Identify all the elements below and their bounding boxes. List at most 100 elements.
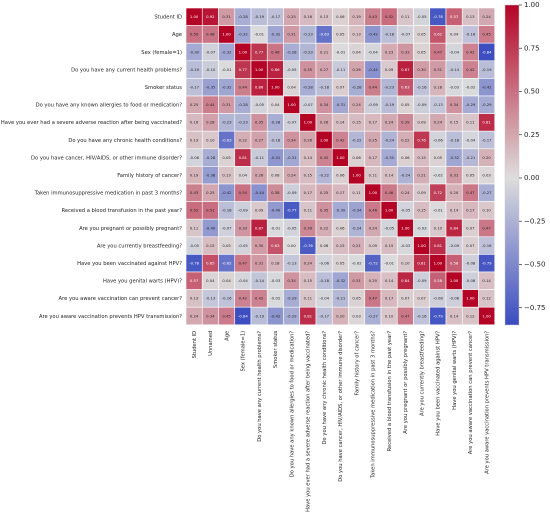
cell-value-label: 0.11 (466, 120, 475, 125)
cell-value-label: 0.45 (222, 313, 231, 318)
cell-value-label: 0.15 (417, 208, 426, 213)
cell-value-label: -0.02 (270, 296, 280, 301)
cell-value-label: 0.42 (466, 49, 475, 54)
cell-value-label: 0.81 (417, 261, 426, 266)
cell-value-label: -0.09 (287, 190, 297, 195)
cell-value-label: -0.42 (368, 32, 378, 37)
cell-value-label: -0.16 (482, 243, 492, 248)
cell-value-label: 0.13 (320, 14, 329, 19)
cell-value-label: -0.19 (384, 102, 394, 107)
cell-value-label: 0.23 (385, 49, 394, 54)
cell-value-label: -0.13 (433, 102, 443, 107)
cell-value-label: -0.32 (335, 278, 345, 283)
cell-value-label: 1.00 (271, 85, 280, 90)
cell-value-label: 0.13 (190, 296, 199, 301)
cell-value-label: 0.06 (336, 225, 345, 230)
cell-value-label: 0.86 (271, 67, 280, 72)
column-tick-label: Do you have cancer, HIV/AIDS, or other i… (338, 331, 344, 482)
cell-value-label: 0.31 (255, 261, 264, 266)
cell-value-label: -0.04 (368, 49, 378, 54)
cell-value-label: 0.31 (434, 67, 443, 72)
colorbar-tick-label: −0.50 (524, 261, 545, 269)
cell-value-label: -0.03 (270, 278, 280, 283)
row-tick-label: Received a blood transfusion in the past… (61, 208, 182, 214)
cell-value-label: 0.17 (304, 190, 313, 195)
column-tick-label: Do you have any known allergies to food … (289, 331, 295, 478)
cell-value-label: -0.02 (465, 85, 475, 90)
cell-value-label: 0.16 (190, 120, 199, 125)
cell-value-label: 0.03 (482, 173, 491, 178)
cell-value-label: 0.24 (385, 120, 394, 125)
cell-value-label: 0.15 (336, 243, 345, 248)
colorbar-tick-label: 0.25 (524, 131, 540, 139)
cell-value-label: -0.31 (335, 102, 345, 107)
cell-value-label: 0.22 (401, 137, 410, 142)
cell-value-label: 0.05 (222, 243, 231, 248)
cell-value-label: 0.11 (304, 296, 313, 301)
heatmap-cell-labels: 1.00 0.92 0.31 -0.28 -0.19 -0.17 0.25 0.16 0.13 0… (189, 14, 492, 318)
cell-value-label: -0.27 (482, 190, 492, 195)
cell-value-label: -0.04 (238, 278, 248, 283)
row-tick-label: Have you ever had a severe adverse react… (1, 120, 182, 126)
cell-value-label: -0.23 (303, 32, 313, 37)
cell-value-label: 0.17 (369, 120, 378, 125)
cell-value-label: 0.11 (369, 173, 378, 178)
cell-value-label: -0.07 (287, 120, 297, 125)
cell-value-label: 0.25 (320, 190, 329, 195)
cell-value-label: 0.57 (190, 278, 199, 283)
cell-value-label: -0.32 (270, 32, 280, 37)
cell-value-label: -0.63 (319, 32, 329, 37)
cell-value-label: -0.62 (222, 261, 232, 266)
cell-value-label: -0.29 (482, 102, 492, 107)
cell-value-label: -0.28 (238, 14, 248, 19)
cell-value-label: 0.04 (352, 49, 361, 54)
cell-value-label: 0.10 (434, 225, 443, 230)
cell-value-label: 0.47 (239, 261, 248, 266)
cell-value-label: -0.17 (482, 137, 492, 142)
cell-value-label: 0.27 (320, 67, 329, 72)
cell-value-label: -0.84 (482, 49, 492, 54)
cell-value-label: 0.21 (352, 243, 361, 248)
cell-value-label: -0.05 (254, 102, 264, 107)
cell-value-label: 0.00 (287, 243, 296, 248)
cell-value-label: -0.01 (433, 208, 443, 213)
cell-value-label: 0.15 (417, 155, 426, 160)
cell-value-label: 0.17 (466, 208, 475, 213)
cell-value-label: 0.42 (320, 155, 329, 160)
cell-value-label: 0.19 (190, 173, 199, 178)
cell-value-label: 0.35 (320, 208, 329, 213)
cell-value-label: 0.72 (434, 190, 443, 195)
cell-value-label: 0.21 (417, 173, 426, 178)
cell-value-label: 0.11 (190, 225, 199, 230)
cell-value-label: 1.00 (222, 32, 231, 37)
cell-value-label: -0.05 (189, 243, 199, 248)
row-tick-label: Have you genital warts (HPV)? (103, 279, 182, 285)
cell-value-label: 0.63 (401, 85, 410, 90)
cell-value-label: 0.47 (401, 313, 410, 318)
column-tick-label: Taken immunosuppressive medication in pa… (371, 331, 377, 480)
row-tick-label: Smoker status (145, 85, 183, 91)
cell-value-label: 0.07 (401, 296, 410, 301)
cell-value-label: 0.04 (239, 173, 248, 178)
cell-value-label: -0.10 (205, 67, 215, 72)
cell-value-label: 0.20 (369, 278, 378, 283)
cell-value-label: 1.00 (369, 190, 378, 195)
cell-value-label: 1.00 (417, 243, 426, 248)
cell-value-label: -0.09 (449, 243, 459, 248)
cell-value-label: 0.19 (352, 14, 361, 19)
cell-value-label: -0.11 (335, 67, 345, 72)
cell-value-label: 0.34 (287, 137, 296, 142)
cell-value-label: 0.24 (304, 261, 313, 266)
cell-value-label: 0.35 (304, 67, 313, 72)
cell-value-label: 0.05 (466, 173, 475, 178)
cell-value-label: -0.35 (205, 85, 215, 90)
column-tick-label: Do you have any current health problems? (257, 331, 263, 442)
cell-value-label: -0.63 (222, 137, 232, 142)
cell-value-label: 0.47 (466, 190, 475, 195)
cell-value-label: -0.32 (222, 85, 232, 90)
colorbar-tick-label: 0.75 (524, 44, 540, 52)
cell-value-label: -0.21 (465, 155, 475, 160)
cell-value-label: 0.38 (271, 190, 280, 195)
row-tick-label: Age (172, 32, 182, 38)
cell-value-label: 0.05 (222, 155, 231, 160)
